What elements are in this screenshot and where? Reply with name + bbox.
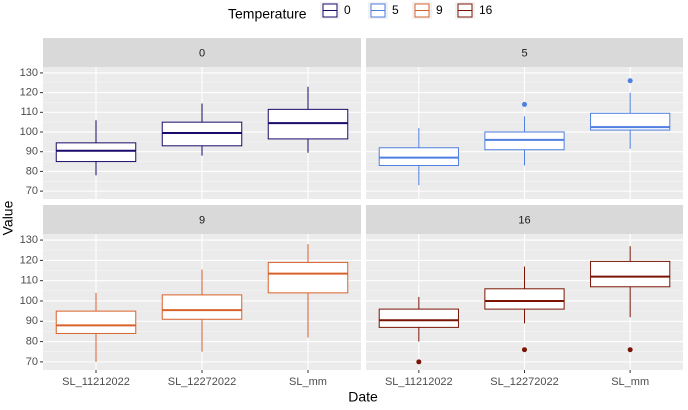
x-tick-label: SL_12272022 (168, 376, 237, 388)
outlier-point (522, 347, 527, 353)
x-tick-label: SL_mm (611, 376, 649, 388)
box (378, 308, 459, 328)
y-tick-label: 90 (26, 315, 38, 327)
box (590, 112, 671, 131)
strip-0 (43, 38, 361, 67)
strip-9 (43, 205, 361, 234)
box (161, 294, 243, 320)
strip-label-9: 9 (199, 214, 205, 226)
box (267, 261, 349, 294)
y-tick-label: 110 (20, 275, 38, 287)
outlier-point (627, 347, 633, 353)
y-tick-label: 110 (20, 106, 38, 118)
x-tick-label: SL_11212022 (385, 376, 453, 388)
legend-label-16: 16 (479, 3, 493, 17)
legend-label-5: 5 (392, 3, 399, 17)
strip-5 (366, 38, 683, 67)
outlier-point (416, 359, 422, 365)
box (484, 288, 565, 310)
x-tick-label: SL_11212022 (62, 376, 130, 388)
strip-label-5: 5 (521, 47, 527, 59)
y-tick-label: 120 (20, 254, 38, 266)
y-tick-label: 130 (20, 67, 38, 79)
legend-title: Temperature (228, 6, 307, 22)
outlier-point (627, 78, 633, 84)
box (590, 260, 671, 288)
legend-label-0: 0 (344, 3, 351, 17)
y-tick-label: 80 (26, 165, 38, 177)
strip-label-0: 0 (199, 47, 205, 59)
y-tick-label: 100 (20, 126, 38, 138)
legend-label-9: 9 (436, 3, 443, 17)
x-tick-label: SL_12272022 (490, 376, 559, 388)
outlier-point (522, 101, 527, 107)
box (55, 310, 137, 334)
y-tick-label: 120 (20, 87, 38, 99)
strip-16 (366, 205, 683, 234)
y-tick-label: 90 (26, 146, 38, 158)
x-tick-label: SL_mm (289, 376, 327, 388)
y-tick-label: 130 (20, 234, 38, 246)
y-tick-label: 80 (26, 335, 38, 347)
y-tick-label: 70 (26, 356, 38, 368)
y-tick-label: 70 (26, 185, 38, 197)
y-tick-label: 100 (20, 295, 38, 307)
strip-label-16: 16 (518, 214, 530, 226)
y-axis-title: Value (0, 200, 16, 235)
x-axis-title: Date (348, 389, 378, 405)
box (55, 142, 137, 163)
